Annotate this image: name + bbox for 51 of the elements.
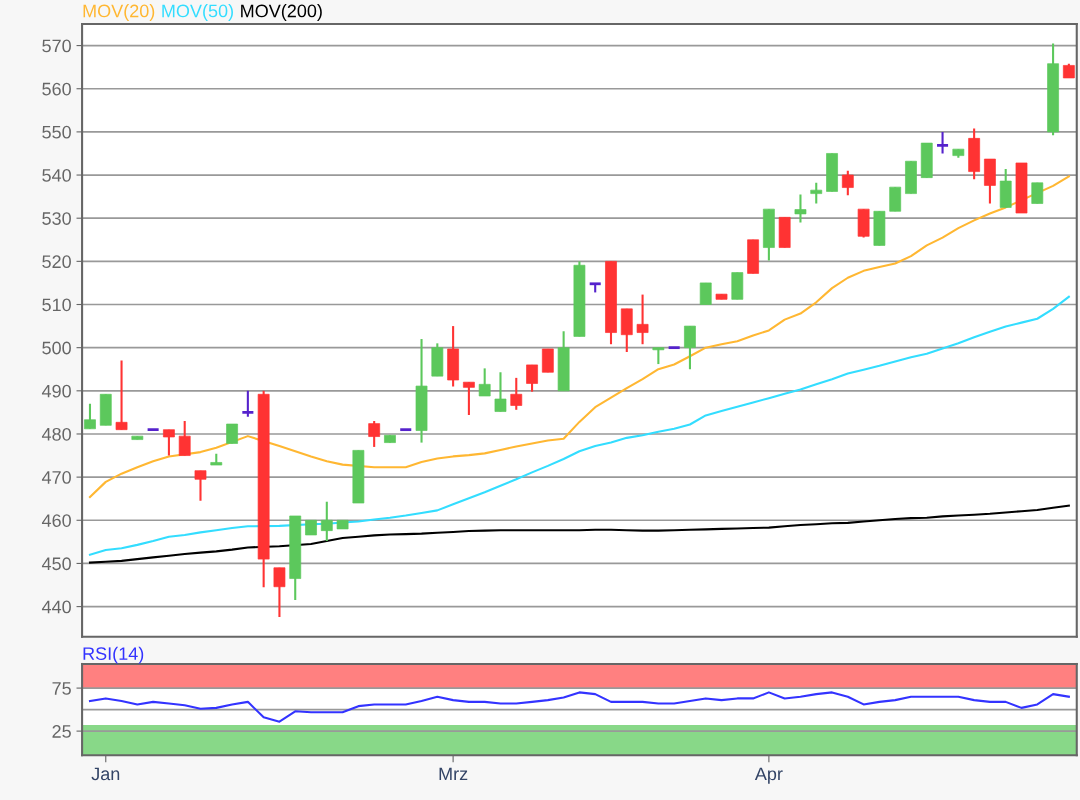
candlestick — [636, 293, 649, 346]
y-tick-label: 530 — [42, 212, 71, 225]
candlestick — [526, 363, 538, 393]
x-tick-label: Apr — [754, 767, 783, 784]
y-tick-label: 550 — [42, 125, 71, 139]
y-tick-label: 470 — [41, 471, 71, 484]
x-tick-label: Mrz — [439, 767, 468, 781]
y-tick-label: 440 — [41, 600, 71, 614]
x-tick-label: Jan — [91, 767, 120, 781]
y-tick-label: 25 — [52, 725, 71, 738]
candlestick — [810, 181, 823, 205]
y-tick-label: 560 — [42, 82, 71, 96]
y-tick-label: 490 — [41, 384, 71, 398]
text: MOV(50) — [162, 4, 233, 21]
text: MOV(20) — [83, 4, 155, 21]
candlestick — [684, 325, 696, 371]
candlestick — [320, 500, 333, 543]
text: MOV(200) — [241, 4, 322, 21]
y-tick-label: 540 — [42, 168, 71, 182]
candlestick — [510, 376, 523, 411]
candlestick — [163, 428, 175, 457]
candlestick — [841, 169, 854, 197]
y-tick-label: 510 — [42, 298, 71, 312]
y-tick-label: 460 — [41, 514, 71, 527]
candlestick — [478, 367, 491, 398]
line-series — [88, 295, 1070, 556]
candlestick — [541, 347, 554, 374]
y-tick-label: 75 — [52, 682, 71, 695]
candlestick — [273, 566, 286, 618]
line-series — [88, 691, 1070, 723]
y-tick-label: 450 — [41, 557, 71, 571]
line-series — [88, 175, 1070, 499]
candlestick — [115, 359, 128, 431]
candlestick — [240, 389, 255, 418]
candlestick — [368, 419, 381, 448]
candlestick — [1031, 181, 1044, 205]
candlestick — [794, 193, 807, 224]
candlestick — [194, 469, 207, 502]
candlestick — [935, 130, 950, 155]
y-tick-label: 520 — [42, 255, 71, 269]
candlestick — [84, 402, 96, 430]
y-tick-label: 480 — [41, 427, 71, 441]
candlestick — [699, 281, 712, 306]
candlestick — [226, 423, 238, 445]
candlestick — [494, 371, 507, 413]
text: RSI(14) — [83, 646, 144, 664]
y-tick-label: 500 — [42, 341, 71, 355]
line-series — [88, 504, 1070, 564]
y-tick-label: 570 — [42, 39, 71, 53]
candlestick — [463, 381, 475, 417]
candlestick — [178, 419, 191, 457]
